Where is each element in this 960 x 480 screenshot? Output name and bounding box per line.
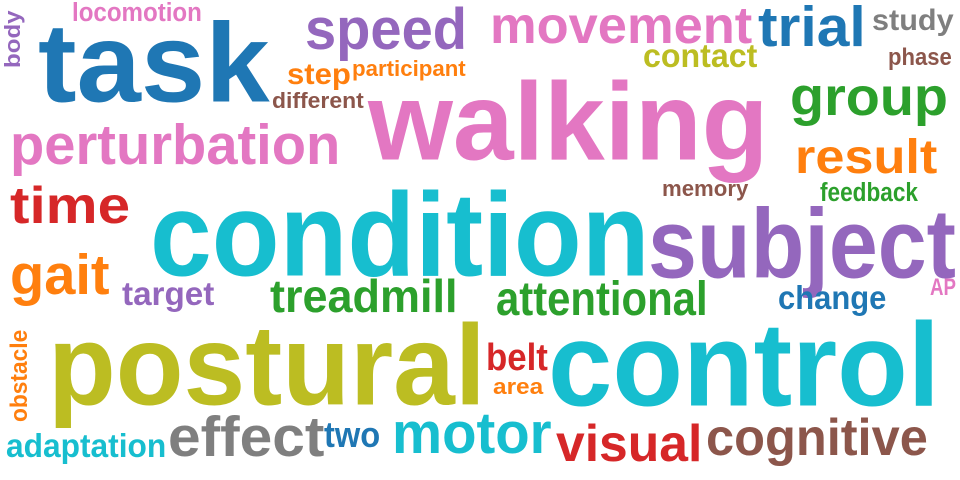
word-group: group <box>790 66 949 127</box>
word-walking: walking <box>368 59 769 183</box>
word-speed: speed <box>305 0 467 62</box>
word-area: area <box>493 374 544 399</box>
word-movement: movement <box>490 0 753 55</box>
word-phase: phase <box>888 44 952 71</box>
word-perturbation: perturbation <box>10 114 341 177</box>
word-subject: subject <box>648 190 956 299</box>
word-change: change <box>778 280 887 317</box>
word-body: body <box>0 10 25 68</box>
word-step: step <box>287 58 351 91</box>
word-condition: condition <box>150 168 650 301</box>
word-cognitive: cognitive <box>706 409 928 467</box>
word-memory: memory <box>662 176 749 201</box>
word-result: result <box>795 131 938 184</box>
word-different: different <box>272 88 364 113</box>
word-obstacle: obstacle <box>6 329 33 422</box>
word-treadmill: treadmill <box>270 271 458 322</box>
word-locomotion: locomotion <box>72 0 202 27</box>
word-postural: postural <box>48 301 486 429</box>
word-visual: visual <box>556 415 703 473</box>
word-gait: gait <box>10 244 110 307</box>
word-target: target <box>122 276 215 313</box>
word-ap: AP <box>930 274 956 301</box>
word-task: task <box>38 1 270 126</box>
word-participant: participant <box>352 56 466 81</box>
word-attentional: attentional <box>496 273 708 326</box>
word-trial: trial <box>758 0 866 59</box>
word-effect: effect <box>168 406 325 469</box>
word-study: study <box>872 4 954 37</box>
word-adaptation: adaptation <box>6 428 167 465</box>
word-belt: belt <box>486 337 548 379</box>
word-two: two <box>324 415 381 455</box>
word-feedback: feedback <box>820 178 918 207</box>
word-contact: contact <box>643 38 758 75</box>
word-time: time <box>10 177 131 235</box>
word-motor: motor <box>392 400 552 466</box>
word-control: control <box>548 298 940 431</box>
